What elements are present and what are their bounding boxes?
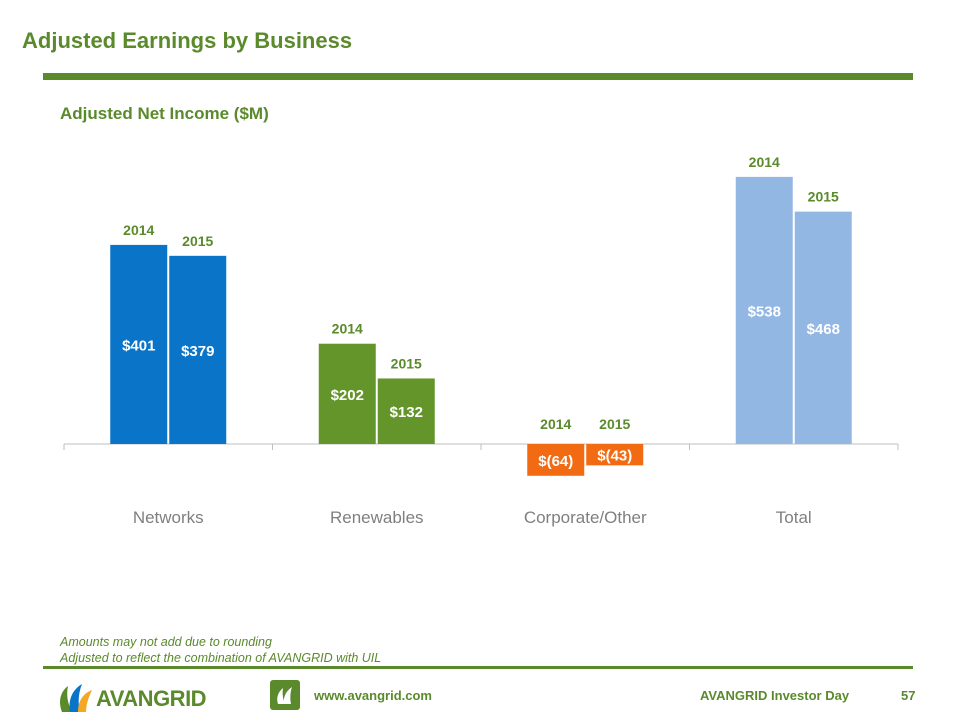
footnote-rounding: Amounts may not add due to rounding <box>60 635 272 649</box>
data-label: $132 <box>390 404 423 421</box>
footer-divider <box>43 666 913 669</box>
series-label: 2015 <box>599 416 630 432</box>
bar-2015-corporate-other <box>586 444 644 466</box>
bar-2015-renewables <box>377 378 435 444</box>
avangrid-logo: AVANGRID <box>56 678 207 714</box>
footnote-combination: Adjusted to reflect the combination of A… <box>60 651 382 665</box>
logo-wordmark: AVANGRID <box>96 686 207 711</box>
page-title: Adjusted Earnings by Business <box>22 28 353 53</box>
bar-2014-networks <box>110 244 168 444</box>
data-label: $379 <box>181 343 214 360</box>
bar-2014-corporate-other <box>527 444 585 476</box>
footnotes: Amounts may not add due to rounding Adju… <box>60 634 381 666</box>
website-link[interactable]: www.avangrid.com <box>314 688 432 703</box>
data-label: $(43) <box>597 448 632 465</box>
bar-2014-total <box>735 176 793 444</box>
bar-2015-networks <box>169 255 227 444</box>
data-label: $538 <box>748 303 781 320</box>
chart-subtitle: Adjusted Net Income ($M) <box>60 104 269 123</box>
bar-2015-total <box>794 211 852 444</box>
leaf-badge-icon <box>270 680 300 710</box>
bar-chart: $401 2014 $379 2015 Networks $202 2014 $132 2015… <box>63 154 899 527</box>
category-label: Total <box>776 508 812 527</box>
title-divider <box>43 73 913 80</box>
series-label: 2015 <box>391 355 422 371</box>
data-label: $468 <box>807 321 840 338</box>
data-label: $202 <box>331 387 364 404</box>
series-label: 2015 <box>808 189 839 205</box>
event-name: AVANGRID Investor Day <box>700 688 850 703</box>
series-label: 2014 <box>332 321 363 337</box>
data-label: $(64) <box>538 453 573 470</box>
category-label: Networks <box>133 508 204 527</box>
bar-2014-renewables <box>318 343 376 444</box>
leaf-logo-icon <box>60 684 92 712</box>
series-label: 2014 <box>540 416 571 432</box>
data-label: $401 <box>122 337 155 354</box>
page-number: 57 <box>901 688 916 703</box>
series-label: 2014 <box>749 154 780 170</box>
series-label: 2014 <box>123 222 154 238</box>
category-label: Corporate/Other <box>524 508 647 527</box>
series-label: 2015 <box>182 233 213 249</box>
category-label: Renewables <box>330 508 424 527</box>
